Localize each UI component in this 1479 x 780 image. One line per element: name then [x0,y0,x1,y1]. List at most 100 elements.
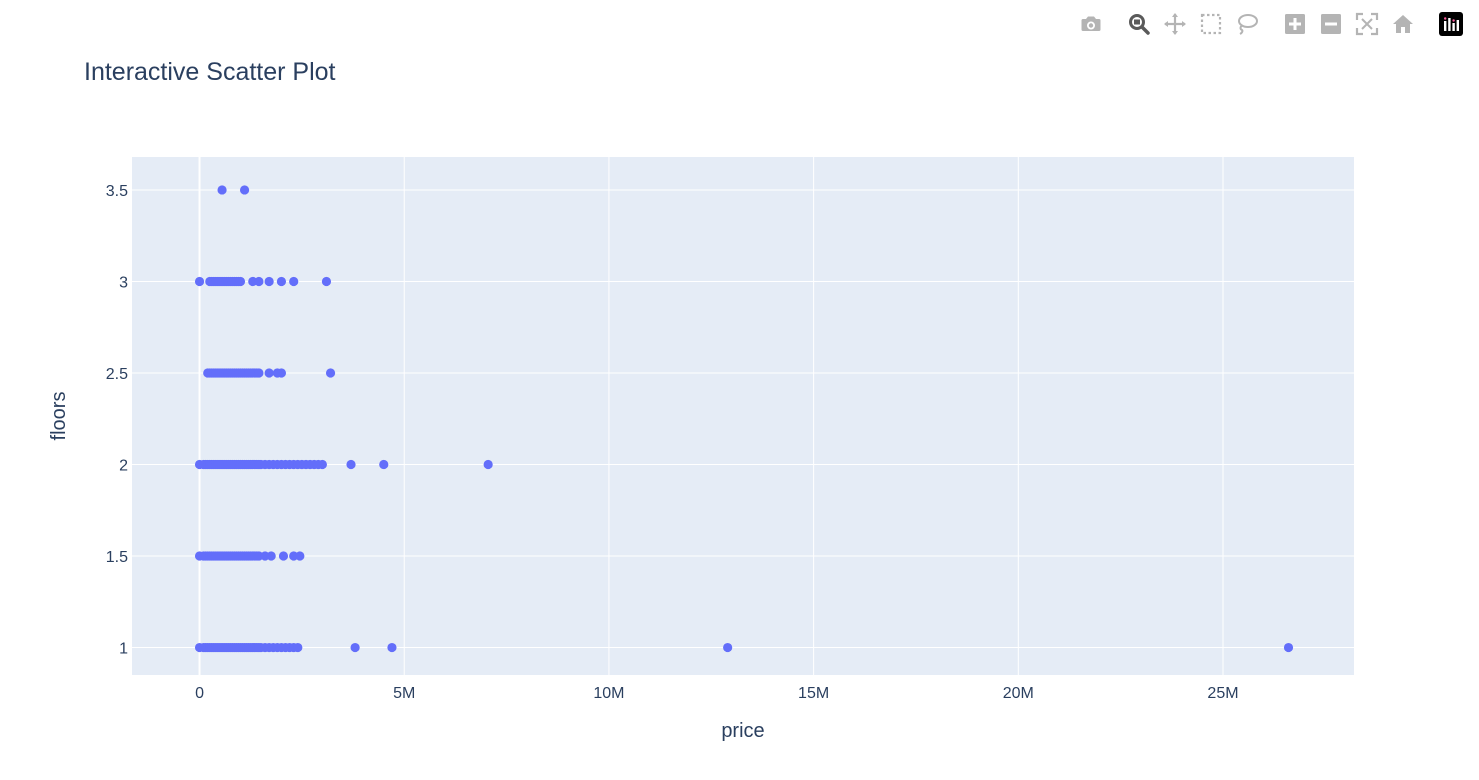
scatter-point [207,642,217,653]
reset-axes-button[interactable] [1387,8,1419,40]
scatter-point [219,551,229,561]
camera-icon [1081,16,1101,31]
scatter-point [225,368,235,378]
scatter-point [219,368,229,378]
scatter-point [205,551,215,561]
scatter-point [229,642,239,653]
chart-title: Interactive Scatter Plot [84,58,336,86]
scatter-point [207,459,217,470]
scatter-point [227,368,237,378]
scatter-point [246,368,256,378]
scatter-point [237,642,248,653]
scatter-point [276,642,287,653]
scatter-point [239,459,250,470]
scatter-point [237,368,248,378]
scatter-point [225,459,235,470]
scatter-point [229,368,239,378]
scatter-point [199,642,209,653]
scatter-point [278,551,289,561]
scatter-point [223,368,233,378]
scatter-point [217,368,227,378]
scatter-point [199,551,209,561]
scatter-point [350,642,360,653]
scatter-point [225,642,235,653]
scatter-point [268,459,278,470]
scatter-point [233,642,244,653]
modebar [1075,8,1467,40]
reset-axes-icon [1393,15,1413,33]
zoom-button[interactable] [1123,8,1155,40]
scatter-point [227,459,237,470]
y-tick-label: 2 [119,458,128,475]
zoom-out-icon [1321,14,1341,34]
zoom-out-button[interactable] [1315,8,1347,40]
scatter-point [321,276,332,287]
scatter-point [244,459,254,470]
scatter-point [221,642,231,653]
scatter-point [231,368,241,378]
scatter-point [211,551,221,561]
scatter-point [217,276,227,287]
plotly-logo[interactable] [1435,8,1467,40]
scatter-point [213,276,223,287]
scatter-point [223,276,233,287]
scatter-point [235,276,246,287]
scatter-point [213,551,223,561]
x-tick-label: 5M [393,685,415,702]
scatter-point [213,642,223,653]
scatter-point [289,276,299,287]
scatter-point [223,551,233,561]
scatter-point [209,459,219,470]
scatter-point [221,551,231,561]
scatter-point [280,642,291,653]
scatter-point [250,642,260,653]
scatter-point [260,459,270,470]
scatter-point [248,551,258,561]
scatter-point [233,368,244,378]
scatter-point [280,459,291,470]
scatter-point [305,459,315,470]
scatter-point [239,185,250,195]
scatter-point [209,551,219,561]
scatter-point [231,642,241,653]
download-plot-button[interactable] [1075,8,1107,40]
scatter-point [301,459,311,470]
scatter-point [231,551,241,561]
scatter-point [252,551,262,561]
scatter-point [194,459,205,470]
scatter-point [227,276,237,287]
scatter-point [239,551,250,561]
box-select-button[interactable] [1195,8,1227,40]
scatter-point [252,368,262,378]
scatter-point [264,459,274,470]
scatter-point [229,276,239,287]
x-tick-label: 0 [195,685,204,702]
scatter-point [264,642,274,653]
pan-button[interactable] [1159,8,1191,40]
scatter-point [211,459,221,470]
scatter-point [213,459,223,470]
scatter-point [242,368,252,378]
x-axis-label: price [721,720,764,742]
scatter-point [313,459,323,470]
scatter-point [201,459,211,470]
scatter-point [194,551,205,561]
scatter-point [276,459,287,470]
zoom-in-button[interactable] [1279,8,1311,40]
scatter-point [194,276,205,287]
scatter-point [205,276,215,287]
scatter-point [205,459,215,470]
scatter-point [285,642,295,653]
scatter-point [223,642,233,653]
scatter-point [221,368,231,378]
lasso-select-button[interactable] [1231,8,1263,40]
scatter-point [205,368,215,378]
scatter-point [242,642,252,653]
scatter-point [250,551,260,561]
scatter-point [295,551,305,561]
scatter-point [297,459,307,470]
autoscale-button[interactable] [1351,8,1383,40]
scatter-point [227,642,237,653]
scatter-point [387,642,397,653]
